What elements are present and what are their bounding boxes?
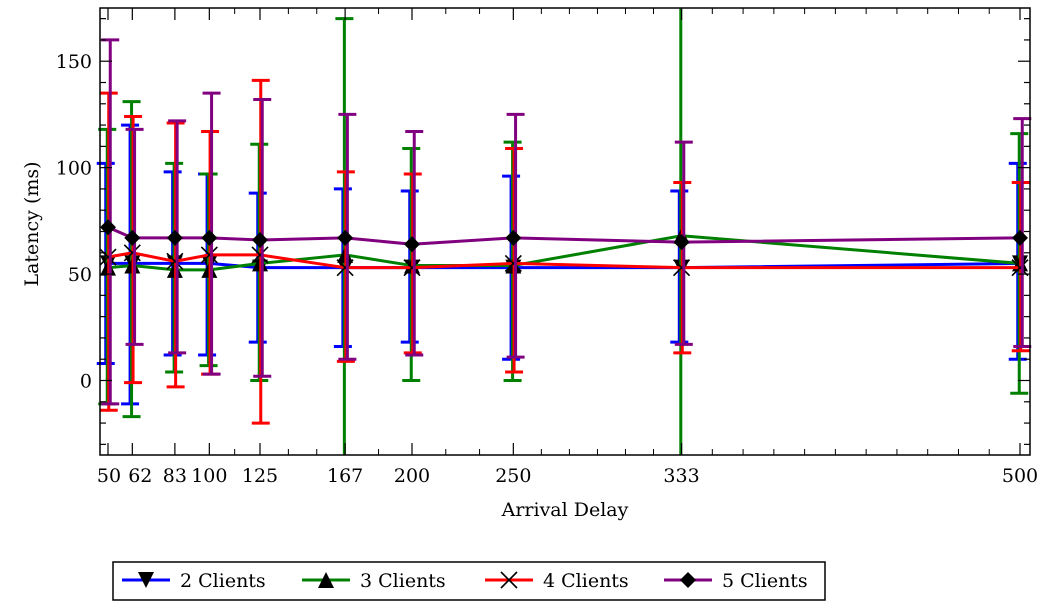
legend-box — [112, 561, 826, 601]
y-axis-title: Latency (ms) — [21, 161, 43, 286]
legend-item-5-clients: 5 Clients — [664, 570, 808, 592]
data-point — [124, 229, 141, 246]
legend-marker — [680, 572, 696, 588]
series-line — [108, 261, 1021, 270]
x-tick-label: 83 — [163, 465, 187, 487]
x-tick-label: 250 — [495, 465, 531, 487]
data-point — [673, 234, 690, 251]
x-tick-label: 50 — [97, 465, 121, 487]
legend-label: 3 Clients — [360, 570, 446, 592]
marker-stroke — [504, 254, 522, 272]
y-tick-label: 150 — [56, 51, 92, 73]
series-line — [107, 251, 1020, 270]
series-layer — [96, 8, 1032, 455]
marker-stroke — [166, 252, 184, 270]
data-point — [1011, 259, 1029, 277]
y-tick-label: 50 — [68, 264, 92, 286]
x-tick-label: 167 — [327, 465, 363, 487]
legend-label: 5 Clients — [722, 570, 808, 592]
data-point — [404, 236, 420, 253]
legend-marker — [500, 571, 518, 589]
x-tick-label: 333 — [663, 465, 699, 487]
series-line — [107, 225, 1021, 246]
marker-stroke — [200, 246, 218, 264]
y-tick-label: 0 — [80, 371, 92, 393]
data-point — [336, 259, 354, 277]
marker-stroke — [99, 248, 117, 266]
y-tick-label: 100 — [56, 158, 92, 180]
data-point — [201, 229, 218, 246]
x-tick-label: 62 — [128, 465, 152, 487]
data-point — [504, 254, 522, 272]
marker-stroke — [500, 571, 518, 589]
legend: 2 Clients 3 Clients 4 Clients 5 Clients — [112, 561, 826, 601]
marker-stroke — [1011, 259, 1029, 277]
marker-stroke — [672, 259, 691, 277]
series-line — [107, 234, 1021, 272]
data-point — [123, 244, 141, 262]
data-point — [1012, 229, 1028, 246]
legend-item-3-clients: 3 Clients — [302, 570, 446, 592]
data-point — [672, 259, 691, 277]
marker-stroke — [336, 259, 354, 277]
markers-5-clients — [100, 219, 1028, 253]
data-point — [200, 246, 218, 264]
marker-stroke — [123, 244, 141, 262]
x-tick-label: 125 — [242, 465, 278, 487]
marker-stroke — [403, 259, 421, 277]
data-point — [403, 259, 421, 277]
plot-background — [100, 8, 1030, 455]
x-tick-label: 200 — [394, 465, 430, 487]
legend-item-2-clients: 2 Clients — [122, 570, 266, 592]
markers-4-clients — [99, 244, 1029, 277]
legend-label: 2 Clients — [180, 570, 266, 592]
data-point — [166, 229, 183, 246]
legend-label: 4 Clients — [543, 570, 629, 592]
x-tick-label: 100 — [191, 465, 227, 487]
data-point — [251, 246, 269, 264]
series-5-clients — [100, 38, 1032, 406]
data-point — [337, 229, 354, 246]
data-point — [505, 229, 522, 246]
data-point — [99, 248, 117, 266]
data-point — [166, 252, 184, 270]
legend-marker — [138, 572, 154, 588]
x-tick-label: 500 — [1002, 465, 1038, 487]
x-axis-title: Arrival Delay — [501, 499, 629, 521]
marker-stroke — [251, 246, 269, 264]
plot-area — [100, 8, 1030, 455]
legend-marker — [318, 572, 334, 588]
data-point — [252, 232, 268, 249]
legend-item-4-clients: 4 Clients — [485, 570, 629, 592]
